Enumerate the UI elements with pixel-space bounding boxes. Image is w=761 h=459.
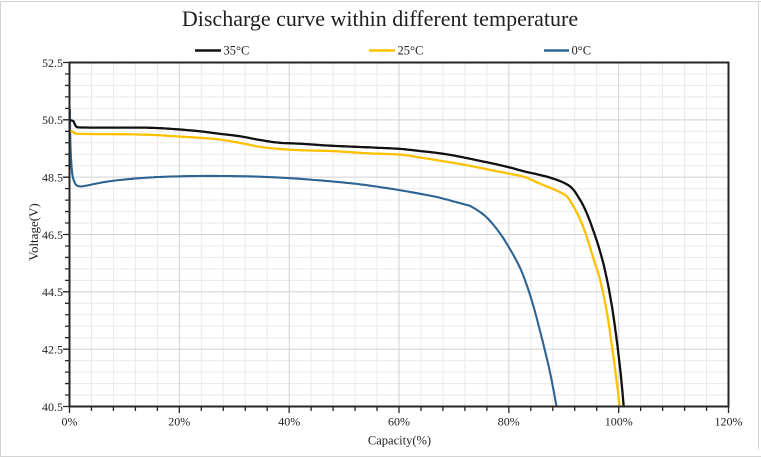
svg-text:120%: 120% (715, 415, 743, 429)
svg-text:20%: 20% (168, 415, 190, 429)
svg-text:60%: 60% (388, 415, 410, 429)
svg-text:Capacity(%): Capacity(%) (368, 434, 431, 448)
svg-text:48.5: 48.5 (42, 171, 63, 185)
svg-text:0%: 0% (62, 415, 78, 429)
svg-text:44.5: 44.5 (42, 285, 63, 299)
svg-text:40%: 40% (278, 415, 300, 429)
svg-text:35°C: 35°C (224, 44, 250, 58)
svg-text:Voltage(V): Voltage(V) (26, 203, 41, 261)
svg-text:46.5: 46.5 (42, 228, 63, 242)
svg-text:80%: 80% (498, 415, 520, 429)
svg-text:0°C: 0°C (572, 44, 592, 58)
svg-text:40.5: 40.5 (42, 400, 63, 414)
svg-text:100%: 100% (605, 415, 633, 429)
svg-text:50.5: 50.5 (42, 113, 63, 127)
svg-text:52.5: 52.5 (42, 56, 63, 70)
svg-text:25°C: 25°C (398, 44, 424, 58)
svg-text:42.5: 42.5 (42, 343, 63, 357)
svg-text:Discharge curve within differe: Discharge curve within different tempera… (182, 6, 578, 31)
